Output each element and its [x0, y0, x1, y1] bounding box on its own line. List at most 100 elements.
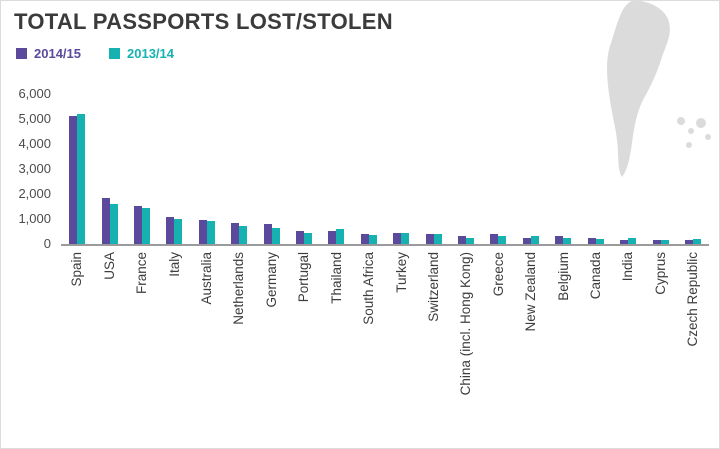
- bar-2014-15: [101, 198, 110, 244]
- x-label-cell: Australia: [191, 252, 223, 448]
- bar-group: [385, 233, 417, 244]
- bar-2013-14: [239, 226, 248, 244]
- y-tick-label: 0: [43, 236, 51, 251]
- x-axis-label: Cyprus: [652, 252, 668, 295]
- bar-2014-15: [134, 206, 143, 244]
- bar-2014-15: [296, 231, 305, 244]
- y-axis: 6,000 5,000 4,000 3,000 2,000 1,000 0: [13, 86, 61, 251]
- x-label-cell: Turkey: [385, 252, 417, 448]
- x-label-cell: New Zealand: [515, 252, 547, 448]
- bar-2013-14: [595, 239, 604, 244]
- bar-group: [547, 236, 579, 244]
- x-label-cell: Czech Republic: [677, 252, 709, 448]
- x-axis-label: USA: [101, 252, 117, 280]
- legend-label-2014-15: 2014/15: [34, 46, 81, 61]
- bar-group: [126, 206, 158, 244]
- plot-column: Spain USA France Italy Australia Netherlands G…: [61, 94, 709, 448]
- bar-2013-14: [498, 236, 507, 244]
- x-axis-label: Spain: [69, 252, 85, 287]
- bar-2014-15: [360, 234, 369, 244]
- x-axis-label: Turkey: [393, 252, 409, 293]
- legend-swatch-2014-15: [16, 48, 27, 59]
- x-axis-label: Czech Republic: [685, 252, 701, 347]
- bar-group: [515, 236, 547, 244]
- bar-group: [255, 224, 287, 244]
- x-axis-label: India: [620, 252, 636, 282]
- x-label-cell: Spain: [61, 252, 93, 448]
- x-axis-label: New Zealand: [523, 252, 539, 332]
- bar-group: [580, 238, 612, 244]
- x-axis-label: Belgium: [555, 252, 571, 301]
- bar-2013-14: [466, 238, 475, 244]
- x-label-cell: Switzerland: [417, 252, 449, 448]
- x-axis-label: Canada: [587, 252, 603, 300]
- bar-2013-14: [271, 228, 280, 244]
- x-axis-label: South Africa: [361, 252, 377, 325]
- bar-2014-15: [263, 224, 272, 244]
- x-label-cell: China (incl. Hong Kong): [450, 252, 482, 448]
- x-axis-label: Portugal: [296, 252, 312, 303]
- bar-group: [288, 231, 320, 244]
- south-america-map-decoration: [607, 1, 711, 177]
- bar-2013-14: [660, 240, 669, 244]
- bar-2014-15: [393, 233, 402, 244]
- bar-group: [61, 114, 93, 244]
- bar-2014-15: [198, 220, 207, 244]
- bar-2014-15: [490, 234, 499, 244]
- x-label-cell: Italy: [158, 252, 190, 448]
- x-axis-label: Australia: [199, 252, 215, 305]
- bar-2014-15: [522, 238, 531, 244]
- legend-label-2013-14: 2013/14: [127, 46, 174, 61]
- x-label-cell: USA: [93, 252, 125, 448]
- bar-2013-14: [433, 234, 442, 244]
- bar-group: [644, 240, 676, 244]
- x-label-cell: Greece: [482, 252, 514, 448]
- bar-2014-15: [587, 238, 596, 244]
- bar-2014-15: [620, 240, 629, 244]
- bar-2014-15: [328, 231, 337, 244]
- bar-2014-15: [652, 240, 661, 244]
- y-tick-label: 3,000: [18, 161, 51, 176]
- y-tick-label: 6,000: [18, 86, 51, 101]
- bar-group: [353, 234, 385, 244]
- plot-area: [61, 94, 709, 246]
- x-axis-label: Switzerland: [425, 252, 441, 322]
- x-label-cell: Cyprus: [644, 252, 676, 448]
- bar-group: [320, 229, 352, 244]
- x-axis-label: Greece: [490, 252, 506, 297]
- x-label-cell: Belgium: [547, 252, 579, 448]
- x-label-cell: Germany: [255, 252, 287, 448]
- chart-title: TOTAL PASSPORTS LOST/STOLEN: [14, 9, 393, 34]
- x-label-cell: Netherlands: [223, 252, 255, 448]
- y-tick-label: 1,000: [18, 211, 51, 226]
- bar-2014-15: [231, 223, 240, 244]
- y-tick-label: 4,000: [18, 136, 51, 151]
- bar-chart: 6,000 5,000 4,000 3,000 2,000 1,000 0 Spain USA…: [13, 86, 709, 448]
- bar-group: [158, 217, 190, 244]
- bar-2013-14: [142, 208, 151, 244]
- legend: 2014/15 2013/14: [16, 46, 174, 61]
- x-axis-label: France: [134, 252, 150, 295]
- bar-group: [482, 234, 514, 244]
- bar-group: [93, 198, 125, 244]
- bar-2014-15: [458, 236, 467, 244]
- x-axis-label: China (incl. Hong Kong): [458, 252, 474, 396]
- bar-2013-14: [336, 229, 345, 244]
- bar-2013-14: [77, 114, 86, 244]
- x-axis-label: Netherlands: [231, 252, 247, 325]
- x-label-cell: Portugal: [288, 252, 320, 448]
- bar-group: [450, 236, 482, 244]
- bar-2014-15: [684, 240, 693, 244]
- bar-2013-14: [692, 239, 701, 244]
- bar-group: [677, 239, 709, 244]
- x-label-cell: India: [612, 252, 644, 448]
- x-axis-label: Thailand: [328, 252, 344, 304]
- x-label-cell: France: [126, 252, 158, 448]
- bar-2014-15: [425, 234, 434, 244]
- bar-2013-14: [109, 204, 118, 244]
- bar-group: [191, 220, 223, 244]
- bar-2013-14: [563, 238, 572, 244]
- x-axis-label: Germany: [263, 252, 279, 308]
- legend-item-2013-14: 2013/14: [109, 46, 174, 61]
- bar-2013-14: [401, 233, 410, 244]
